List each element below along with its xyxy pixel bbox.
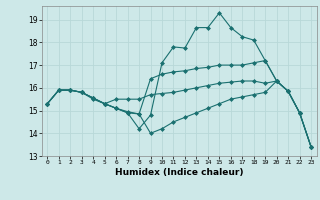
X-axis label: Humidex (Indice chaleur): Humidex (Indice chaleur) [115, 168, 244, 177]
